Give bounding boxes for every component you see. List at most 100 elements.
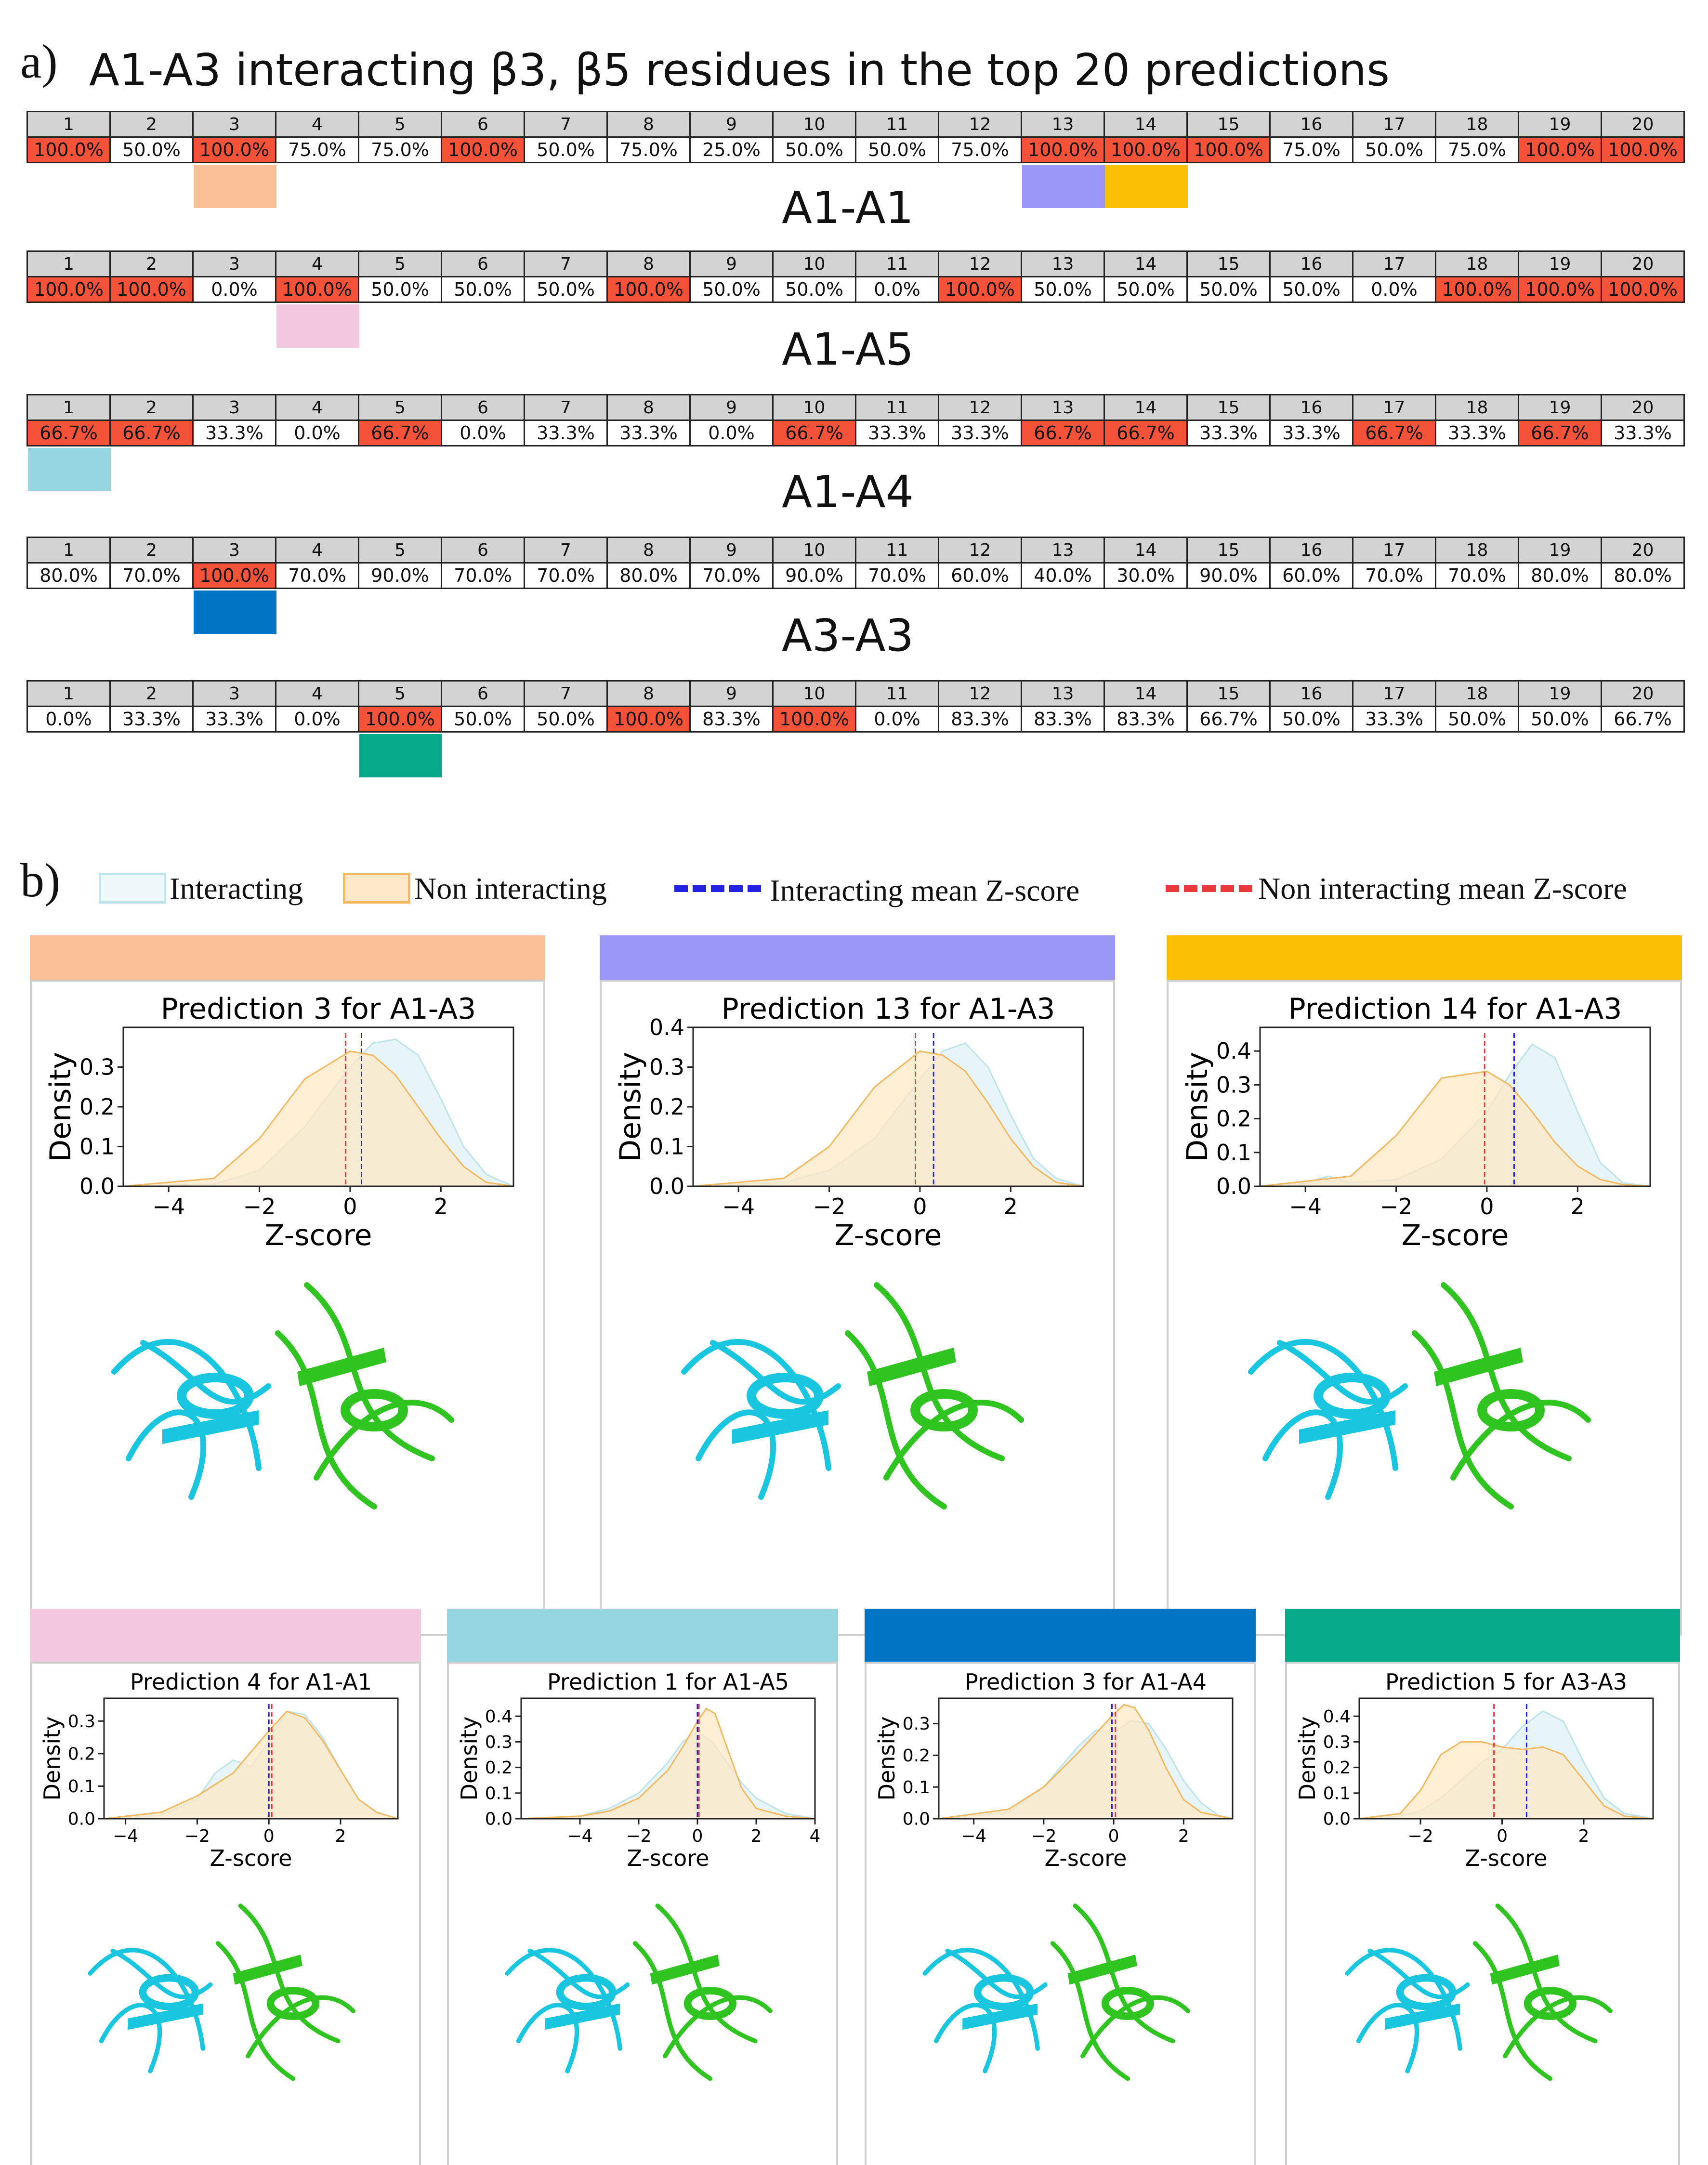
value-cell: 33.3%	[1269, 420, 1353, 446]
value-cell: 33.3%	[1601, 420, 1685, 446]
density-chart: Prediction 13 for A1-A3 −4 −2 0 2 0.0 0.1 0.2 0.…	[614, 992, 1084, 1509]
value-cell: 100.0%	[26, 276, 111, 303]
value-cell: 66.7%	[772, 420, 856, 446]
header-cell: 7	[524, 537, 608, 564]
x-tick-label: −4	[567, 1826, 592, 1846]
beta-strand	[732, 1410, 828, 1444]
header-cell: 14	[1104, 680, 1188, 707]
non-interacting-density-area	[1359, 1741, 1654, 1820]
chart-title: Prediction 3 for A1-A3	[161, 992, 476, 1026]
header-cell: 6	[441, 680, 525, 707]
value-cell: 50.0%	[772, 276, 856, 303]
header-cell: 2	[109, 250, 194, 277]
protein-chain-segment	[845, 1330, 947, 1509]
value-cell: 100.0%	[192, 136, 276, 163]
value-cell: 33.3%	[938, 420, 1022, 446]
y-tick-label: 0.3	[903, 1714, 930, 1734]
protein-chain-segment	[238, 1903, 341, 2044]
header-cell: 18	[1435, 680, 1519, 707]
value-cell: 90.0%	[1186, 562, 1271, 589]
protein-chain-segment	[505, 1948, 622, 2051]
y-tick-label: 0.1	[1323, 1784, 1351, 1803]
y-tick-label: 0.3	[649, 1054, 684, 1080]
y-tick-label: 0.0	[1323, 1810, 1351, 1829]
protein-chain-segment	[304, 1282, 435, 1461]
non-interacting-density-area	[693, 1050, 1084, 1187]
value-cell: 100.0%	[192, 562, 276, 589]
highlight-marker	[28, 448, 111, 491]
beta-strand	[1434, 1348, 1523, 1386]
header-cell: 1	[26, 111, 111, 138]
helix-coil	[1396, 1974, 1457, 2010]
value-cell: 0.0%	[855, 276, 939, 303]
header-cell: 19	[1518, 394, 1602, 421]
protein-chain-segment	[275, 1330, 377, 1509]
value-cell: 90.0%	[358, 562, 442, 589]
value-cell: 100.0%	[1104, 136, 1188, 163]
y-tick-label: 0.3	[1323, 1732, 1351, 1752]
non-interacting-density-area	[1260, 1070, 1651, 1187]
header-cell: 12	[938, 250, 1022, 277]
non-interacting-swatch	[343, 873, 410, 904]
header-cell: 17	[1352, 250, 1436, 277]
x-tick-label: −4	[961, 1826, 986, 1846]
protein-chain-segment	[516, 2003, 579, 2073]
protein-chain-segment	[126, 1409, 207, 1500]
value-cell: 33.3%	[192, 706, 276, 733]
helix-coil	[910, 1389, 978, 1431]
density-chart: Prediction 14 for A1-A3 −4 −2 0 2 0.0 0.1 0.2 0.…	[1181, 992, 1651, 1509]
y-tick-label: 0.3	[485, 1732, 512, 1752]
header-cell: 8	[606, 537, 691, 564]
protein-chain-segment	[215, 1941, 296, 2081]
chart-title: Prediction 14 for A1-A3	[1288, 992, 1622, 1026]
card-header-bar	[600, 935, 1115, 980]
x-tick-label: −2	[1380, 1194, 1413, 1220]
header-cell: 14	[1104, 394, 1188, 421]
density-chart: Prediction 5 for A3-A3 −2 0 2 0.0 0.1 0.2 0.3 0.…	[1294, 1669, 1654, 2081]
prediction-card: Prediction 4 for A1-A1 −4 −2 0 2 0.0 0.1 0.2 0.3…	[30, 1662, 421, 2165]
value-cell: 83.3%	[689, 706, 774, 733]
header-cell: 5	[358, 394, 442, 421]
x-tick-label: 2	[1004, 1194, 1018, 1220]
header-cell: 14	[1104, 111, 1188, 138]
protein-chain-segment	[314, 1400, 454, 1481]
density-chart: Prediction 1 for A1-A5 −4 −2 0 2 4 0.0 0.1 0.2 0.…	[456, 1669, 820, 2081]
header-cell: 15	[1186, 394, 1271, 421]
plot-frame	[103, 1697, 399, 1820]
value-cell: 0.0%	[1352, 276, 1436, 303]
card-header-bar	[447, 1609, 838, 1662]
header-cell: 4	[275, 250, 359, 277]
protein-structure-illustration	[505, 1903, 773, 2081]
header-cell: 9	[689, 537, 774, 564]
header-cell: 19	[1518, 537, 1602, 564]
value-cell: 33.3%	[109, 706, 194, 733]
helix-coil	[139, 1974, 199, 2010]
header-cell: 12	[938, 111, 1022, 138]
helix-coil	[556, 1974, 617, 2010]
value-cell: 50.0%	[524, 136, 608, 163]
x-tick-label: 0	[913, 1194, 927, 1220]
value-cell: 66.7%	[358, 420, 442, 446]
prediction-card: Prediction 1 for A1-A5 −4 −2 0 2 4 0.0 0.1 0.2 0.…	[447, 1662, 838, 2165]
header-cell: 19	[1518, 111, 1602, 138]
header-cell: 10	[772, 250, 856, 277]
value-cell: 50.0%	[524, 276, 608, 303]
value-cell: 50.0%	[772, 136, 856, 163]
protein-chain-segment	[1503, 1995, 1613, 2059]
x-tick-label: 2	[1178, 1826, 1189, 1846]
x-axis-label: Z-score	[265, 1219, 372, 1252]
y-tick-label: 0.1	[903, 1778, 930, 1798]
value-cell: 50.0%	[1435, 706, 1519, 733]
beta-strand	[1067, 1955, 1137, 1985]
header-cell: 6	[441, 537, 525, 564]
header-cell: 18	[1435, 394, 1519, 421]
header-cell: 13	[1021, 250, 1105, 277]
header-cell: 1	[26, 394, 111, 421]
value-cell: 33.3%	[524, 420, 608, 446]
header-cell: 3	[192, 394, 276, 421]
value-cell: 100.0%	[1518, 136, 1602, 163]
beta-strand	[162, 1410, 259, 1444]
value-cell: 70.0%	[441, 562, 525, 589]
header-cell: 4	[275, 394, 359, 421]
helix-coil	[177, 1373, 254, 1419]
